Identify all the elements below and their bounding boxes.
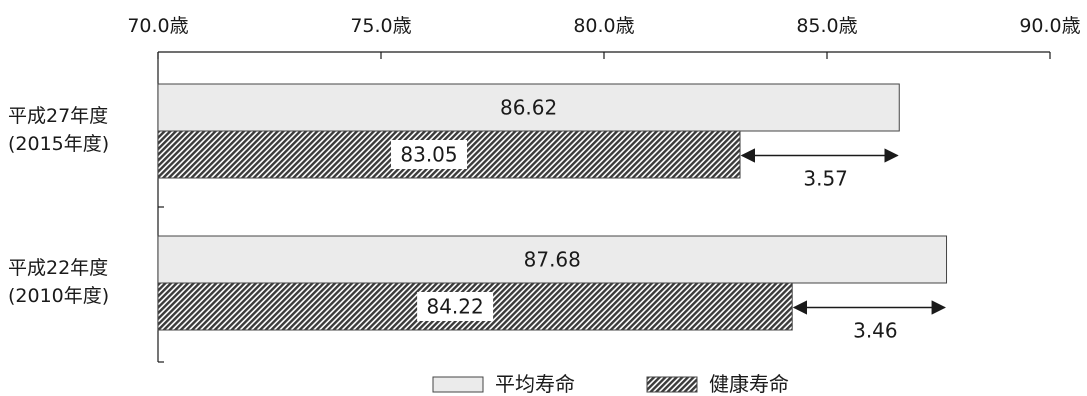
bar-average-life bbox=[157, 83, 900, 132]
difference-value-label: 3.57 bbox=[803, 167, 848, 191]
legend: 平均寿命 健康寿命 bbox=[432, 372, 789, 396]
category-label-line2: (2015年度) bbox=[8, 133, 109, 155]
category-labels: 平成27年度 (2015年度) 平成22年度 (2010年度) bbox=[8, 105, 109, 307]
legend-swatch-average-life bbox=[432, 376, 484, 393]
bar-value-label: 83.05 bbox=[400, 143, 457, 167]
bar-value-label: 87.68 bbox=[524, 248, 581, 272]
legend-swatch-healthy-life bbox=[646, 376, 698, 393]
category-label-line1: 平成27年度 bbox=[8, 105, 108, 127]
legend-label-healthy-life: 健康寿命 bbox=[709, 372, 789, 396]
bars: 86.62 83.05 87.68 84.22 bbox=[157, 83, 948, 331]
x-tick-label: 85.0歳 bbox=[796, 15, 857, 37]
bar-average-life bbox=[157, 235, 948, 284]
bar-value-label: 84.22 bbox=[426, 295, 483, 319]
category-label-line2: (2010年度) bbox=[8, 285, 109, 307]
x-tick-label: 70.0歳 bbox=[127, 15, 188, 37]
x-tick-label: 90.0歳 bbox=[1019, 15, 1080, 37]
x-axis: 70.0歳 75.0歳 80.0歳 85.0歳 90.0歳 bbox=[127, 15, 1081, 363]
x-tick-label: 75.0歳 bbox=[350, 15, 411, 37]
x-tick-label: 80.0歳 bbox=[573, 15, 634, 37]
legend-label-average-life: 平均寿命 bbox=[495, 372, 575, 396]
difference-value-label: 3.46 bbox=[853, 319, 898, 343]
category-label-line1: 平成22年度 bbox=[8, 257, 108, 279]
bar-value-label: 86.62 bbox=[500, 96, 557, 120]
value-label-background bbox=[417, 292, 494, 321]
value-label-background bbox=[391, 140, 468, 169]
difference-annotations: 3.57 3.46 bbox=[740, 148, 946, 343]
